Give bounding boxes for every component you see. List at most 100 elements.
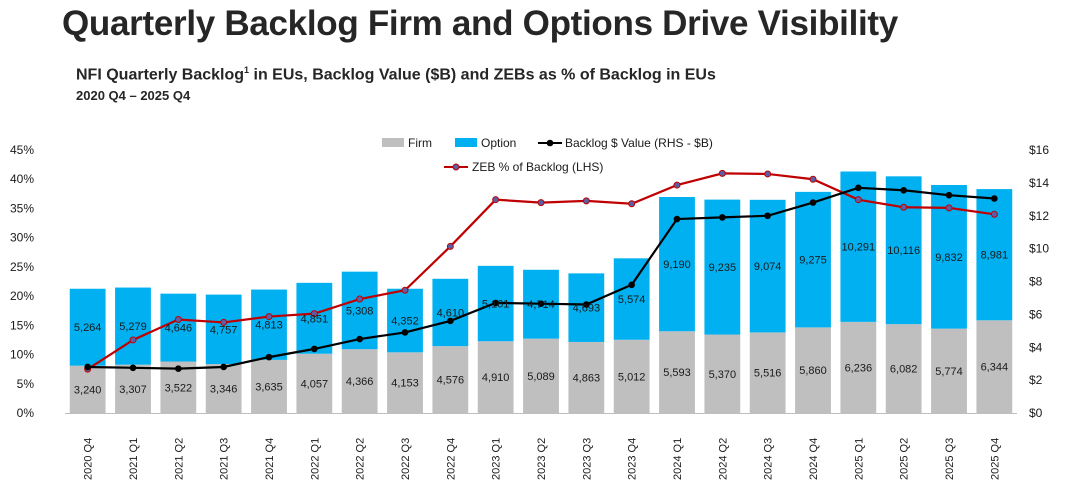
x-tick-label: 2025 Q1 — [853, 438, 865, 480]
option-data-label: 5,279 — [119, 321, 147, 333]
bar-firm — [613, 339, 650, 413]
left-axis-tick-label: 20% — [10, 289, 34, 303]
option-data-label: 4,610 — [437, 307, 465, 319]
zeb-point — [764, 170, 772, 178]
option-data-label: 5,264 — [74, 322, 102, 334]
right-axis-tick-label: $10 — [1029, 242, 1049, 256]
backlog-value-point — [945, 191, 953, 199]
left-axis-tick-label: 5% — [17, 377, 35, 391]
option-data-label: 9,235 — [709, 262, 737, 274]
bar-option — [885, 176, 922, 325]
x-tick-label: 2024 Q3 — [763, 438, 775, 480]
bar-firm — [205, 364, 242, 413]
x-tick-label: 2025 Q4 — [989, 438, 1001, 480]
zeb-point — [129, 336, 137, 344]
bar-option — [704, 199, 741, 335]
bar-option — [115, 287, 151, 365]
firm-data-label: 5,012 — [618, 371, 646, 383]
x-tick-label: 2022 Q4 — [445, 438, 457, 480]
zeb-point — [401, 286, 409, 294]
option-data-label: 9,074 — [754, 261, 782, 273]
bar-firm — [840, 321, 877, 413]
bar-option — [613, 258, 650, 340]
firm-data-label: 3,240 — [74, 384, 102, 396]
firm-data-label: 6,236 — [845, 362, 873, 374]
zeb-point — [628, 200, 636, 208]
bar-firm — [387, 352, 423, 413]
x-tick-label: 2023 Q4 — [627, 438, 639, 480]
zeb-point — [356, 295, 364, 303]
backlog-value-point — [447, 317, 454, 325]
bar-firm — [296, 353, 333, 413]
chart-subtitle: NFI Quarterly Backlog1 in EUs, Backlog V… — [76, 65, 716, 84]
zeb-point — [854, 196, 862, 204]
bar-firm — [341, 349, 378, 413]
x-tick-label: 2023 Q3 — [581, 438, 593, 480]
zeb-point — [945, 204, 953, 212]
zeb-point — [900, 203, 908, 211]
bar-option — [69, 288, 106, 366]
x-tick-label: 2021 Q3 — [219, 438, 231, 480]
bar-option — [795, 191, 831, 328]
bar-firm — [69, 365, 106, 413]
firm-data-label: 4,366 — [346, 376, 374, 388]
backlog-value-point — [220, 363, 227, 371]
backlog-value-point — [673, 215, 681, 223]
bar-firm — [659, 331, 695, 413]
firm-data-label: 6,344 — [981, 362, 1009, 374]
left-axis-tick-label: 10% — [10, 348, 34, 362]
backlog-value-point — [84, 363, 91, 371]
option-data-label: 4,757 — [210, 324, 238, 336]
legend-option-label: Option — [481, 136, 516, 150]
firm-data-label: 6,082 — [890, 364, 918, 376]
backlog-value-point — [537, 300, 545, 307]
firm-data-label: 5,089 — [527, 371, 555, 383]
x-tick-label: 2023 Q2 — [536, 438, 548, 480]
bar-firm — [477, 341, 514, 413]
backlog-value-point — [265, 353, 273, 361]
bar-option — [749, 199, 786, 333]
x-tick-label: 2024 Q4 — [808, 438, 820, 480]
bar-option — [251, 289, 287, 360]
footnote-marker: 1 — [244, 65, 250, 75]
bar-firm — [885, 324, 922, 413]
firm-data-label: 5,370 — [709, 369, 737, 381]
zeb-point — [537, 199, 545, 207]
subtitle-text-rest: in EUs, Backlog Value ($B) and ZEBs as %… — [249, 66, 716, 84]
backlog-value-point — [492, 299, 499, 307]
backlog-value-point — [991, 195, 998, 202]
bar-firm — [704, 334, 741, 413]
option-data-label: 8,981 — [981, 250, 1009, 262]
firm-data-label: 4,863 — [573, 372, 601, 384]
option-data-label: 4,352 — [391, 316, 419, 328]
bar-option — [432, 278, 469, 347]
legend-firm-label: Firm — [408, 136, 432, 150]
subtitle-text: NFI Quarterly Backlog — [76, 66, 245, 84]
x-tick-label: 2021 Q4 — [264, 438, 276, 480]
bar-firm — [568, 341, 605, 413]
bar-option — [296, 282, 333, 354]
right-axis-tick-label: $8 — [1029, 275, 1043, 289]
option-data-label: 4,714 — [527, 299, 555, 311]
x-tick-label: 2022 Q1 — [309, 438, 321, 480]
backlog-value-point — [129, 364, 137, 372]
bar-firm — [523, 338, 559, 413]
bar-firm — [251, 359, 287, 413]
option-data-label: 10,116 — [887, 245, 920, 257]
backlog-value-point — [628, 281, 635, 289]
firm-data-label: 3,346 — [210, 384, 238, 396]
right-axis-tick-label: $6 — [1029, 307, 1043, 321]
legend-backlog-marker — [546, 139, 554, 147]
bar-firm — [795, 327, 831, 413]
firm-data-label: 5,774 — [935, 366, 963, 378]
left-axis-tick-label: 15% — [10, 318, 34, 332]
firm-data-label: 4,910 — [482, 372, 510, 384]
left-axis-tick-label: 45% — [10, 143, 34, 157]
firm-data-label: 3,522 — [165, 382, 193, 394]
backlog-value-point — [764, 212, 771, 220]
backlog-value-point — [855, 184, 862, 192]
option-data-label: 4,813 — [255, 320, 283, 332]
right-axis-tick-label: $0 — [1029, 406, 1043, 420]
zeb-point — [492, 196, 500, 204]
